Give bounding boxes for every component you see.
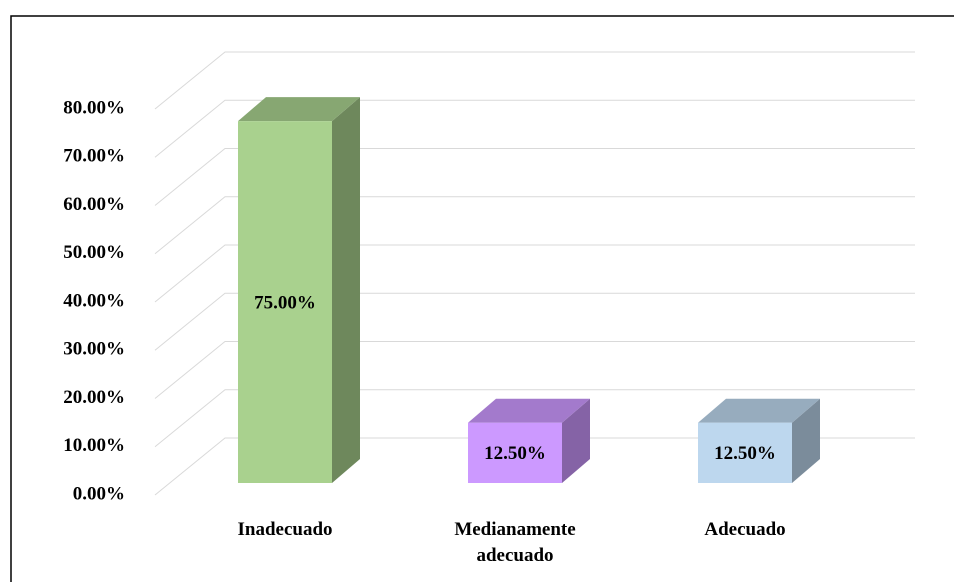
data-label: 75.00% (254, 292, 316, 313)
bar-top (468, 398, 590, 423)
y-tick-label: 50.00% (63, 242, 125, 263)
bar (238, 121, 332, 483)
y-tick-label: 40.00% (63, 290, 125, 311)
data-label: 12.50% (714, 443, 776, 464)
chart-border (10, 15, 954, 582)
grid-line (154, 196, 915, 255)
grid-line (154, 292, 915, 351)
grid-line (154, 389, 915, 448)
y-tick-label: 30.00% (63, 339, 125, 360)
x-tick-label: Medianamente adecuado (454, 519, 576, 566)
bar-side (562, 398, 590, 483)
bar-side (332, 97, 360, 483)
x-tick-label: Adecuado (704, 519, 786, 540)
grid-line (154, 244, 915, 303)
bar (468, 422, 562, 483)
bar-side (792, 398, 820, 483)
x-tick-label: Inadecuado (237, 519, 333, 540)
bar-top (698, 398, 820, 423)
y-tick-label: 70.00% (63, 146, 125, 167)
y-tick-label: 20.00% (63, 387, 125, 408)
y-tick-label: 60.00% (63, 194, 125, 215)
grid-line (154, 148, 915, 206)
grid-line (154, 99, 915, 158)
y-tick-label: 80.00% (63, 97, 125, 118)
bar-top (238, 97, 360, 122)
grid-line (154, 341, 915, 399)
y-tick-label: 0.00% (73, 483, 125, 504)
bar (698, 422, 792, 483)
grid-line (154, 51, 915, 110)
data-label: 12.50% (484, 443, 546, 464)
grid-line (154, 437, 915, 496)
y-tick-label: 10.00% (63, 435, 125, 456)
